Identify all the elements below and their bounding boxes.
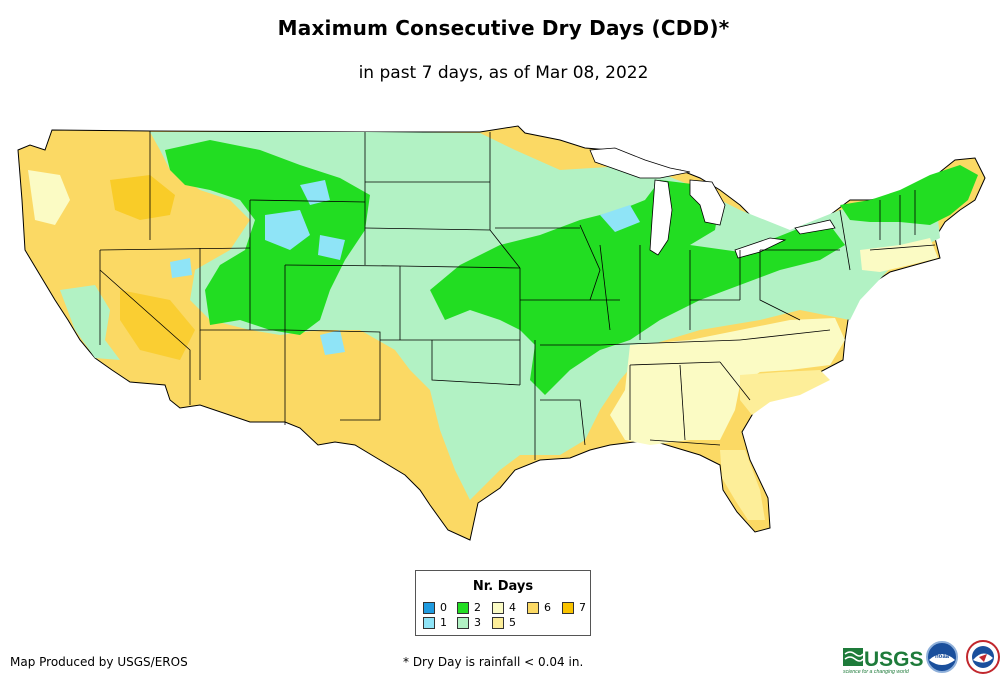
lake-ontario bbox=[794, 219, 836, 235]
cdd-1-area bbox=[320, 330, 345, 355]
legend-label: 7 bbox=[579, 601, 586, 614]
legend-item: 0 bbox=[423, 602, 447, 614]
legend-swatch-2 bbox=[457, 602, 469, 614]
legend-label: 0 bbox=[440, 601, 447, 614]
cdd-7-area bbox=[110, 175, 175, 220]
cdd-7-area bbox=[120, 290, 195, 360]
legend-item: 1 bbox=[423, 617, 447, 629]
legend-swatch-4 bbox=[492, 602, 504, 614]
legend-swatch-1 bbox=[423, 617, 435, 629]
usgs-wordmark: USGS bbox=[864, 648, 924, 671]
cdd-1-area bbox=[318, 235, 345, 260]
legend-item: 6 bbox=[527, 602, 551, 614]
legend-swatch-0 bbox=[423, 602, 435, 614]
agency-logos: USGS science for a changing world noaa bbox=[843, 640, 1000, 675]
us-cdd-map bbox=[17, 125, 986, 541]
cdd-1-area bbox=[300, 180, 330, 205]
cdd-1-area bbox=[170, 258, 192, 278]
legend-title: Nr. Days bbox=[472, 579, 534, 594]
legend-label: 3 bbox=[474, 616, 481, 629]
lake-erie bbox=[734, 237, 787, 259]
lake-huron bbox=[689, 179, 726, 226]
cdd-2-area bbox=[840, 165, 978, 225]
legend-swatch-6 bbox=[527, 602, 539, 614]
legend-label: 2 bbox=[474, 601, 481, 614]
state-boundaries bbox=[99, 131, 936, 460]
cdd-4-area bbox=[28, 170, 70, 225]
legend-swatch-3 bbox=[457, 617, 469, 629]
noaa-logo: noaa bbox=[926, 641, 958, 673]
legend-item: 4 bbox=[492, 602, 516, 614]
legend-swatch-7 bbox=[562, 602, 574, 614]
usgs-logo: USGS science for a changing world bbox=[843, 648, 924, 675]
cdd-4-area bbox=[610, 318, 845, 445]
legend-label: 6 bbox=[544, 601, 551, 614]
cdd-3-area bbox=[60, 285, 120, 360]
noaa-wordmark: noaa bbox=[935, 654, 950, 660]
dry-day-footnote: * Dry Day is rainfall < 0.04 in. bbox=[403, 655, 584, 669]
legend-box: Nr. Days 0 1 2 3 4 5 6 7 bbox=[415, 570, 591, 636]
legend-item: 3 bbox=[457, 617, 481, 629]
map-credit: Map Produced by USGS/EROS bbox=[10, 655, 188, 669]
legend-swatch-5 bbox=[492, 617, 504, 629]
nws-logo bbox=[966, 640, 1000, 674]
legend-item: 5 bbox=[492, 617, 516, 629]
legend-label: 4 bbox=[509, 601, 516, 614]
cdd-1-area bbox=[600, 205, 640, 232]
legend-label: 5 bbox=[509, 616, 516, 629]
lake-michigan bbox=[649, 179, 673, 256]
legend-item: 7 bbox=[562, 602, 586, 614]
legend-label: 1 bbox=[440, 616, 447, 629]
map-subtitle: in past 7 days, as of Mar 08, 2022 bbox=[358, 63, 649, 83]
cdd-1-area bbox=[265, 210, 310, 250]
cdd-2-area bbox=[430, 180, 845, 395]
lake-superior bbox=[589, 147, 691, 179]
legend-items: 0 1 2 3 4 5 6 7 bbox=[423, 602, 593, 634]
legend-item: 2 bbox=[457, 602, 481, 614]
usgs-tagline: science for a changing world bbox=[843, 669, 910, 675]
map-title: Maximum Consecutive Dry Days (CDD)* bbox=[277, 16, 730, 40]
cdd-5-area bbox=[740, 370, 830, 415]
cdd-5-area bbox=[720, 450, 765, 520]
